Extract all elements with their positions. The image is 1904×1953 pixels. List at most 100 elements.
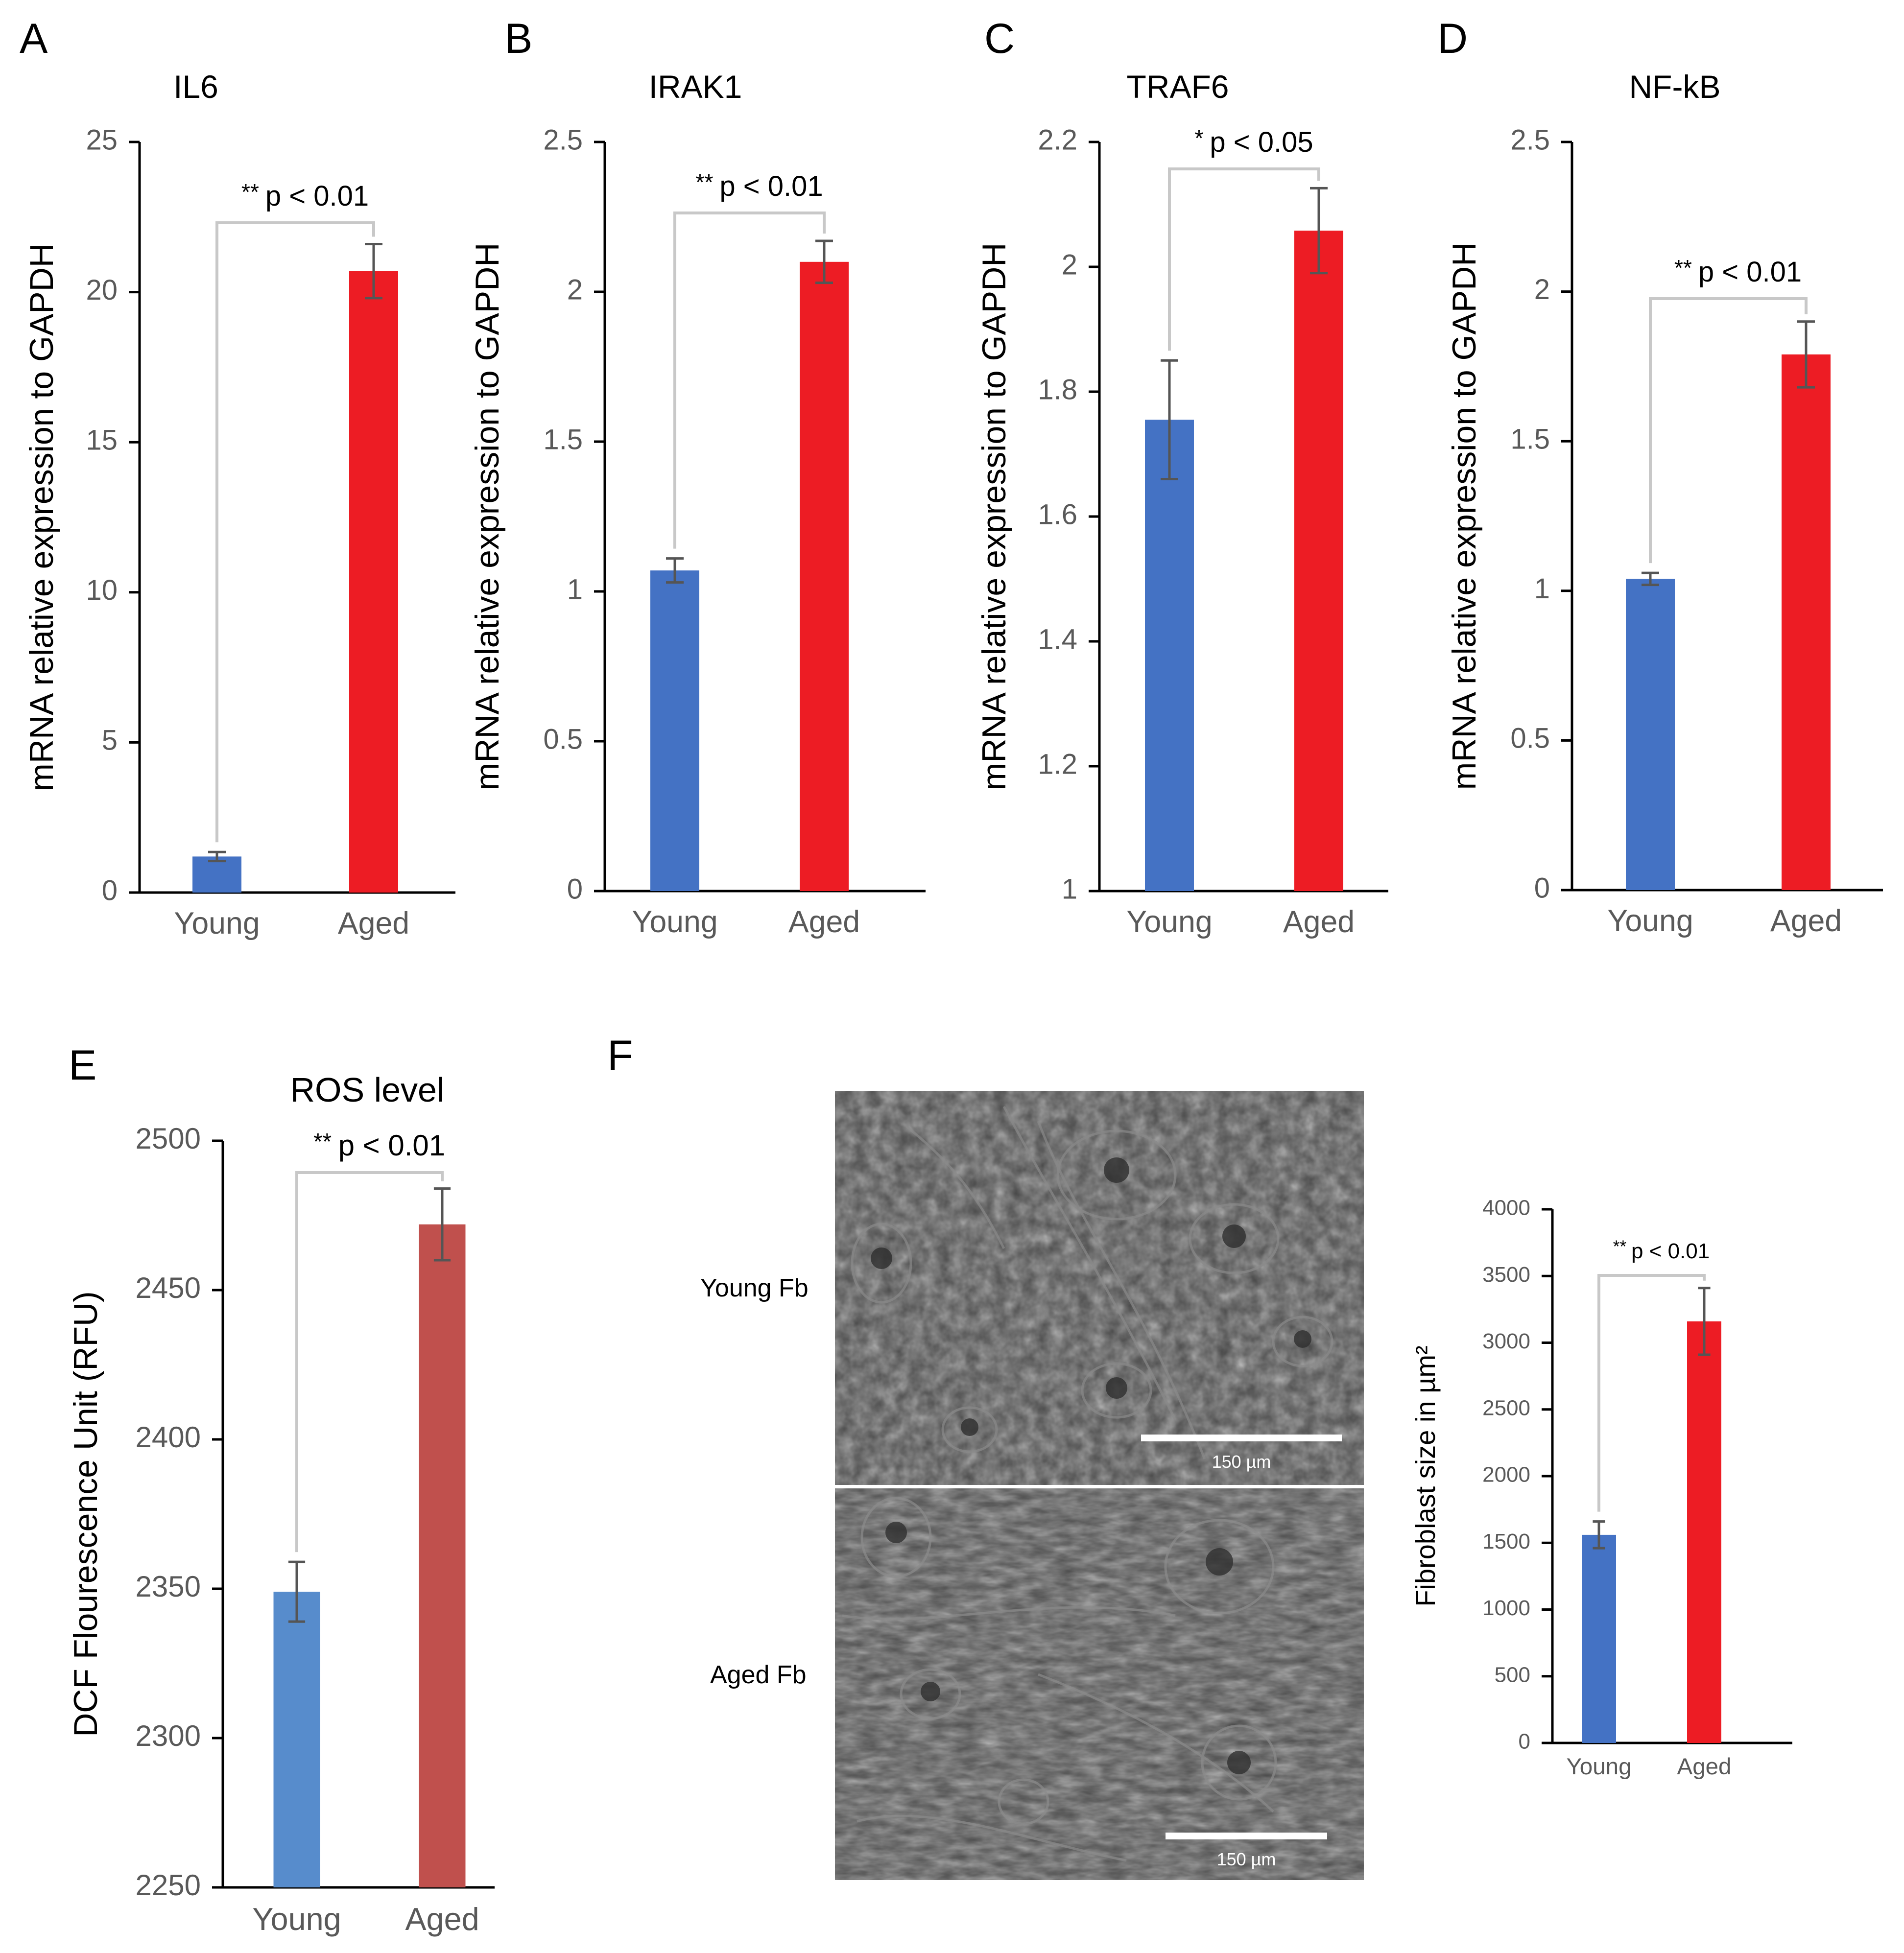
y-tick-label: 0: [102, 874, 118, 906]
micrograph-aged: 150 µm: [835, 1488, 1364, 1880]
significance-stars: **: [1613, 1237, 1631, 1256]
micrograph-aged-label: Aged Fb: [710, 1661, 807, 1689]
x-tick-label: Aged: [338, 906, 409, 941]
y-tick-label: 2: [1534, 274, 1550, 306]
bar-aged: [1687, 1321, 1721, 1743]
x-tick-label: Aged: [1283, 905, 1355, 939]
panel-letter-d: D: [1437, 15, 1468, 62]
y-tick-label: 5: [102, 725, 118, 756]
y-axis-label: mRNA relative expression to GAPDH: [976, 243, 1013, 791]
bar-young: [273, 1592, 320, 1887]
y-tick-label: 0: [1519, 1730, 1530, 1754]
y-tick-label: 2: [1062, 249, 1077, 281]
significance-p-value: p < 0.01: [719, 170, 823, 202]
scale-bar-aged-label: 150 µm: [1217, 1849, 1276, 1869]
chart-ros-level: ROS level DCF Flourescence Unit (RFU) 2250…: [67, 1071, 495, 1937]
y-tick-label: 1.4: [1038, 623, 1077, 655]
scale-bar-young: [1141, 1435, 1342, 1441]
y-tick-label: 2.2: [1038, 124, 1077, 156]
chart-title: NF-kB: [1629, 69, 1721, 105]
y-tick-label: 1.8: [1038, 374, 1077, 405]
y-tick-label: 500: [1495, 1663, 1530, 1687]
significance-bracket: [673, 212, 826, 549]
panel-letter-e: E: [69, 1042, 96, 1089]
scale-bar-aged: [1166, 1833, 1327, 1839]
significance-label: ** p < 0.01: [241, 179, 369, 212]
y-axis-label: DCF Flourescence Unit (RFU): [67, 1291, 104, 1737]
chart-title: TRAF6: [1126, 69, 1229, 105]
y-tick-label: 1: [1534, 573, 1550, 605]
significance-p-value: p < 0.01: [1698, 256, 1802, 288]
bar-young: [1582, 1534, 1616, 1743]
y-tick-label: 2.5: [543, 124, 583, 156]
panel-letter-c: C: [984, 15, 1015, 62]
x-tick-label: Young: [252, 1901, 341, 1937]
significance-label: ** p < 0.01: [695, 169, 823, 202]
chart-title: IRAK1: [649, 69, 742, 105]
chart-title: ROS level: [290, 1071, 444, 1109]
chart-il6: IL6 mRNA relative expression to GAPDH 0 5 10…: [23, 69, 455, 941]
bar-young: [1145, 420, 1194, 891]
panel-letter-a: A: [20, 15, 48, 62]
significance-label: * p < 0.05: [1194, 125, 1313, 158]
significance-p-value: p < 0.05: [1210, 126, 1313, 158]
significance-stars: **: [313, 1129, 338, 1155]
y-tick-label: 2400: [136, 1421, 201, 1454]
y-tick-label: 20: [86, 274, 118, 306]
scale-bar-young-label: 150 µm: [1212, 1452, 1271, 1472]
y-axis-label: mRNA relative expression to GAPDH: [469, 243, 506, 791]
x-tick-label: Young: [632, 905, 717, 939]
x-tick-label: Aged: [1770, 904, 1842, 938]
significance-bracket: [1168, 167, 1320, 351]
y-tick-label: 3000: [1482, 1329, 1530, 1353]
bar-aged: [800, 261, 849, 891]
y-axis-label: mRNA relative expression to GAPDH: [1446, 242, 1483, 790]
chart-title: IL6: [173, 69, 218, 105]
x-tick-label: Aged: [1677, 1754, 1732, 1780]
y-tick-label: 0.5: [1510, 723, 1550, 754]
y-tick-label: 2450: [136, 1271, 201, 1304]
bar-aged: [349, 271, 398, 893]
significance-p-value: p < 0.01: [338, 1129, 446, 1162]
bar-aged: [1782, 354, 1831, 890]
y-tick-label: 25: [86, 124, 118, 156]
y-axis-label: mRNA relative expression to GAPDH: [23, 243, 60, 791]
significance-bracket: [1597, 1274, 1706, 1512]
y-tick-label: 1: [1062, 873, 1077, 905]
y-tick-label: 2500: [136, 1122, 201, 1155]
y-tick-label: 2250: [136, 1869, 201, 1902]
significance-stars: **: [695, 169, 719, 195]
y-tick-label: 1.2: [1038, 748, 1077, 780]
y-tick-label: 2500: [1482, 1396, 1530, 1420]
y-tick-label: 10: [86, 574, 118, 606]
y-tick-label: 0.5: [543, 723, 583, 755]
chart-irak1: IRAK1 mRNA relative expression to GAPDH 0 0…: [469, 69, 926, 939]
bar-aged: [419, 1224, 466, 1887]
micrograph-young-label: Young Fb: [700, 1274, 809, 1302]
y-tick-label: 2.5: [1510, 124, 1550, 156]
y-tick-label: 0: [1534, 872, 1550, 904]
panel-letter-f: F: [607, 1032, 633, 1079]
y-tick-label: 3500: [1482, 1263, 1530, 1287]
significance-stars: **: [1674, 255, 1698, 281]
bar-young: [1626, 579, 1675, 890]
significance-stars: *: [1194, 125, 1210, 151]
y-tick-label: 1.5: [543, 424, 583, 455]
y-tick-label: 4000: [1482, 1196, 1530, 1220]
significance-p-value: p < 0.01: [1631, 1239, 1710, 1263]
x-tick-label: Aged: [788, 905, 860, 939]
bar-young: [650, 570, 699, 891]
y-tick-label: 1000: [1482, 1596, 1530, 1620]
y-tick-label: 1.6: [1038, 498, 1077, 530]
y-tick-label: 15: [86, 424, 118, 456]
significance-p-value: p < 0.01: [265, 180, 369, 212]
significance-bracket: [295, 1171, 444, 1553]
significance-bracket: [1649, 297, 1808, 564]
significance-bracket: [215, 221, 375, 843]
y-tick-label: 2000: [1482, 1463, 1530, 1487]
chart-traf6: TRAF6 mRNA relative expression to GAPDH 1 1…: [976, 69, 1388, 939]
y-tick-label: 1.5: [1510, 424, 1550, 455]
chart-nfkb: NF-kB mRNA relative expression to GAPDH 0 0…: [1446, 69, 1883, 938]
significance-label: ** p < 0.01: [1674, 255, 1802, 288]
y-tick-label: 1: [567, 573, 583, 605]
